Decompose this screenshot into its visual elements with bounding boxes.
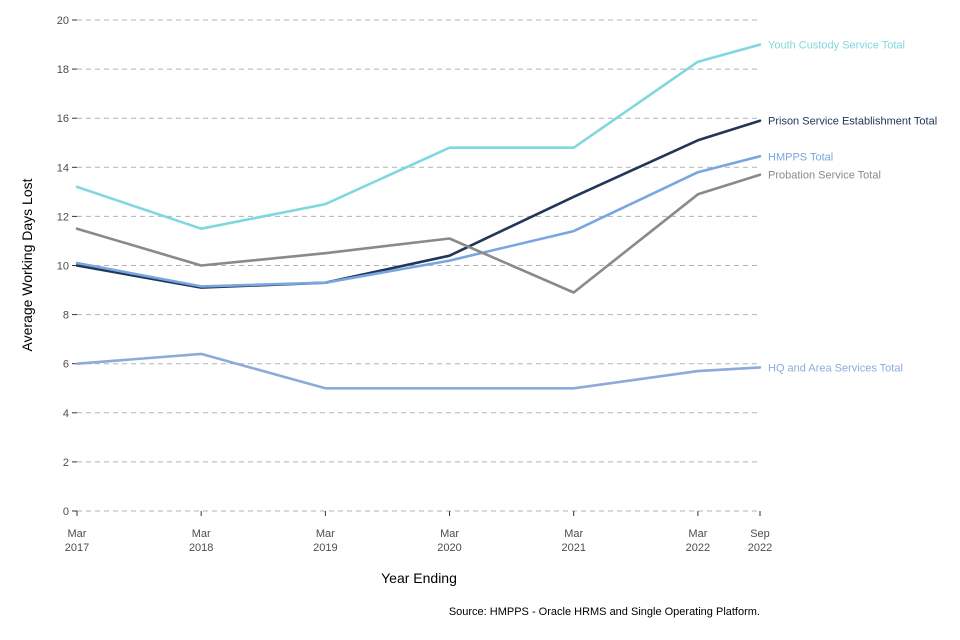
series-label-probation-service-total: Probation Service Total [768,170,881,182]
y-tick-label: 4 [63,408,69,420]
y-tick-label: 6 [63,359,69,371]
y-axis: 0 2 4 6 8 10 12 14 16 18 20 [57,15,77,518]
y-tick-label: 2 [63,457,69,469]
x-axis-title: Year Ending [381,570,457,586]
source-note: Source: HMPPS - Oracle HRMS and Single O… [449,606,760,618]
x-tick-label: Mar 2018 [189,528,213,554]
gridlines [77,19,760,512]
x-tick-label: Mar 2019 [313,528,337,554]
series-line-probation-service-total [75,173,762,294]
series-line-hmpps-total [75,155,762,288]
series-label-hq-and-area-services-total: HQ and Area Services Total [768,362,903,374]
y-tick-label: 10 [57,261,69,273]
y-tick-label: 20 [57,15,69,27]
y-tick-label: 12 [57,211,69,223]
y-tick-label: 16 [57,113,69,125]
y-tick-label: 0 [63,506,69,518]
series-line-youth-custody-service-total [75,43,762,230]
series-label-youth-custody-service-total: Youth Custody Service Total [768,40,905,52]
x-axis: Mar 2017 Mar 2018 Mar 2019 Mar 2020 Mar 2021 Mar 20… [65,511,772,554]
series-lines [75,43,762,390]
x-tick-label: Sep 2022 [748,528,772,554]
series-line-hq-and-area-services-total [75,352,762,390]
series-line-prison-service-establishment-total [75,119,762,289]
y-axis-title: Average Working Days Lost [19,178,35,351]
y-tick-label: 8 [63,310,69,322]
series-labels: Youth Custody Service Total Prison Servic… [768,40,937,375]
x-tick-label: Mar 2017 [65,528,89,554]
y-tick-label: 14 [57,162,69,174]
y-tick-label: 18 [57,64,69,76]
series-label-prison-service-establishment-total: Prison Service Establishment Total [768,116,937,128]
x-tick-label: Mar 2021 [561,528,585,554]
x-tick-label: Mar 2020 [437,528,461,554]
x-tick-label: Mar 2022 [686,528,710,554]
series-label-hmpps-total: HMPPS Total [768,151,833,163]
